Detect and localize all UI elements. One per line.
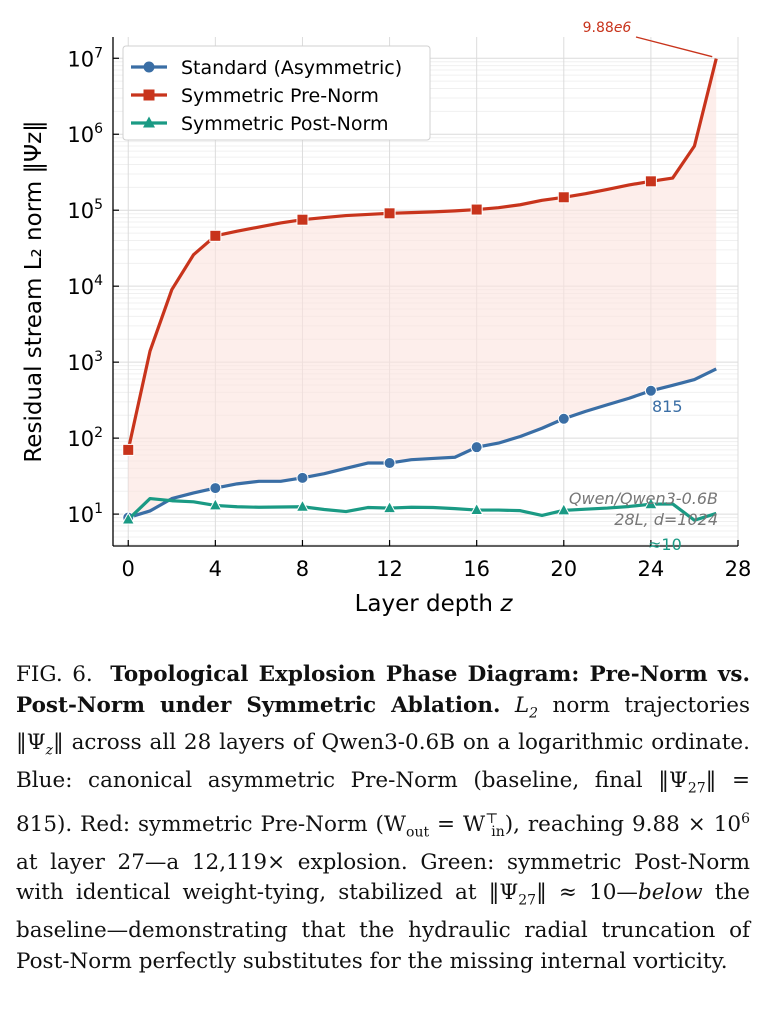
data-point (383, 207, 396, 220)
peak-label-leader (635, 36, 713, 58)
post-norm-final-label: ≈10 (648, 535, 682, 554)
data-point (644, 496, 658, 510)
x-tick-label: 16 (463, 557, 490, 581)
caption-body-3: ‖ = 815). Red: symmetric Pre-Norm (W (16, 768, 750, 838)
data-point (557, 191, 570, 204)
data-point (382, 500, 397, 514)
data-point (122, 443, 135, 456)
legend-marker (143, 61, 155, 73)
y-tick-label: 104 (67, 273, 103, 299)
y-axis-label: Residual stream L₂ norm ‖Ψz‖ (21, 120, 47, 462)
y-tick-label: 105 (67, 197, 103, 223)
y-tick-labels: 101 102 103 104 105 106 107 (67, 45, 119, 527)
standard-final-label: 815 (652, 397, 683, 416)
data-point (296, 213, 309, 226)
data-point (644, 384, 657, 397)
caption-body-1: norm trajectories ‖Ψ (16, 692, 751, 756)
model-label-line2: 28L, d=1024 (614, 510, 718, 529)
data-point (209, 482, 222, 495)
series-1 (122, 58, 718, 456)
data-point (557, 412, 570, 425)
x-tick-label: 28 (725, 557, 752, 581)
figure-chart: 101 102 103 104 105 106 107 0 4 8 12 16 20 24 28 Layer … (21, 20, 752, 617)
figure-caption: FIG. 6. Topological Explosion Phase Diag… (16, 662, 751, 974)
x-tick-label: 4 (209, 557, 222, 581)
y-tick-label: 107 (67, 45, 103, 71)
caption-title: Topological Explosion Phase Diagram: Pre… (16, 662, 750, 718)
data-point (296, 471, 309, 484)
caption-body-4: = W (429, 812, 486, 838)
x-tick-label: 20 (550, 557, 577, 581)
legend-box (122, 45, 431, 141)
legend-entry: Symmetric Post-Norm (181, 113, 388, 135)
x-tick-labels: 0 4 8 12 16 20 24 28 (122, 540, 752, 581)
data-point (295, 499, 310, 512)
caption-l2-symbol: L2 (514, 692, 539, 721)
caption-emphasis: below (637, 880, 703, 906)
data-point (208, 497, 223, 511)
data-point (383, 457, 396, 470)
legend-entry: Symmetric Pre-Norm (181, 85, 379, 107)
x-tick-label: 24 (638, 557, 665, 581)
y-tick-label: 102 (67, 425, 103, 451)
caption-body-8: the baseline—demonstrating that the hydr… (16, 880, 750, 974)
x-tick-label: 0 (122, 557, 135, 581)
series-line (127, 496, 717, 522)
caption-body-6: at layer 27—a 12,119× explosion. Green: … (16, 849, 750, 906)
y-tick-label: 101 (67, 501, 103, 527)
peak-value-label: 9.88e6 (583, 20, 632, 36)
caption-body-7: ‖ ≈ 10— (536, 880, 638, 906)
caption-label: FIG. 6. (16, 662, 93, 687)
series-2 (121, 496, 717, 525)
legend-entry: Standard (Asymmetric) (181, 57, 402, 79)
data-point (644, 175, 657, 188)
series-line (126, 58, 718, 451)
legend-marker (143, 116, 155, 128)
caption-body-2: ‖ across all 28 layers of Qwen3-0.6B on … (16, 730, 750, 794)
x-tick-label: 8 (296, 557, 309, 581)
y-tick-label: 106 (67, 121, 103, 147)
series-line (127, 367, 717, 520)
x-tick-label: 12 (376, 557, 403, 581)
legend: Standard (Asymmetric) Symmetric Pre-Norm S… (122, 45, 431, 141)
phase-diagram-chart: 101 102 103 104 105 106 107 0 4 8 12 16 20 24 28 Layer … (21, 20, 752, 617)
data-point (470, 203, 483, 216)
x-axis-label: Layer depth z (355, 591, 514, 617)
data-point (121, 511, 136, 525)
data-point (556, 502, 571, 516)
explosion-shaded-area (128, 58, 717, 518)
legend-marker (143, 89, 155, 101)
model-label-line1: Qwen/Qwen3-0.6B (569, 489, 718, 508)
data-point (470, 441, 483, 454)
caption-body-5: ), reaching 9.88 × 10 (504, 812, 742, 838)
data-point (469, 502, 484, 516)
data-point (209, 229, 222, 242)
y-tick-label: 103 (67, 349, 103, 375)
